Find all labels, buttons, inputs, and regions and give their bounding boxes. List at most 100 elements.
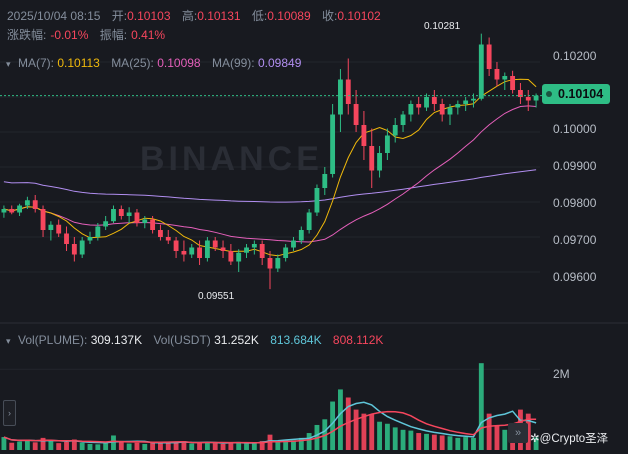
volume-bar bbox=[197, 442, 202, 450]
candle-body bbox=[314, 188, 320, 213]
volume-bar bbox=[338, 389, 343, 450]
candle-body bbox=[126, 212, 132, 216]
volume-bar bbox=[486, 413, 492, 450]
volume-bar bbox=[377, 421, 382, 450]
low-value: 0.10089 bbox=[267, 9, 311, 23]
volume-bar bbox=[24, 439, 30, 450]
volume-bar bbox=[400, 429, 406, 450]
candle-body bbox=[361, 125, 367, 146]
volume-bar bbox=[40, 437, 46, 450]
candle-body bbox=[478, 44, 484, 99]
price-tick: 0.10200 bbox=[553, 49, 597, 63]
candle-body bbox=[345, 79, 351, 104]
volume-bar bbox=[478, 363, 484, 450]
candle-body bbox=[228, 251, 234, 262]
candle-body bbox=[267, 258, 273, 269]
vol-ma-b-path bbox=[3, 410, 537, 444]
volume-bar bbox=[259, 441, 265, 450]
candle-body bbox=[142, 219, 148, 223]
candle-body bbox=[525, 97, 531, 101]
scroll-left-button[interactable]: › bbox=[3, 400, 16, 426]
candle-body bbox=[494, 69, 500, 80]
candle-body bbox=[134, 212, 140, 223]
candle-body bbox=[244, 247, 249, 253]
volume-bar bbox=[322, 419, 328, 450]
volume-bar bbox=[56, 443, 62, 450]
usdt-label: Vol(USDT) bbox=[153, 333, 211, 347]
volume-bar bbox=[291, 440, 296, 450]
ma99-line bbox=[3, 169, 537, 203]
price-tick: 0.09800 bbox=[553, 196, 597, 210]
usdt-value: 31.252K bbox=[214, 333, 259, 347]
volume-bar bbox=[455, 437, 461, 450]
candle-body bbox=[236, 252, 242, 262]
price-tick: 0.09600 bbox=[553, 270, 597, 284]
volume-bar bbox=[181, 441, 187, 450]
candle-body bbox=[111, 209, 116, 222]
volume-bar bbox=[95, 444, 101, 450]
volume-bar bbox=[525, 413, 531, 450]
volume-ma-lines bbox=[3, 401, 537, 444]
volume-tick: 2M bbox=[553, 367, 570, 381]
volume-bar bbox=[189, 443, 195, 450]
ma25-line bbox=[3, 105, 537, 243]
collapse-ma-icon[interactable]: ▾ bbox=[6, 59, 11, 69]
candle-body bbox=[471, 98, 476, 101]
volume-bar bbox=[204, 441, 210, 450]
volume-bar bbox=[142, 443, 148, 450]
ma99-label: MA(99): bbox=[211, 56, 255, 70]
price-tick: 0.10000 bbox=[553, 122, 597, 136]
collapse-vol-icon[interactable]: ▾ bbox=[6, 336, 11, 346]
close-label: 收: bbox=[322, 9, 338, 23]
volume-bar bbox=[447, 436, 453, 450]
scroll-right-button[interactable]: » bbox=[508, 423, 528, 443]
volume-bar bbox=[134, 442, 140, 450]
volume-bar bbox=[330, 401, 336, 450]
price-tick: 0.09900 bbox=[553, 159, 597, 173]
volume-bar bbox=[439, 435, 445, 450]
volume-bar bbox=[392, 427, 398, 450]
ma25-path bbox=[3, 105, 537, 243]
settings-icon: ✲ bbox=[530, 433, 540, 445]
candle-body bbox=[400, 114, 406, 125]
ma-legend: MA(7): 0.10113 MA(25): 0.10098 MA(99): 0… bbox=[18, 56, 301, 70]
volume-bar bbox=[220, 443, 226, 450]
candle-body bbox=[283, 247, 289, 258]
candle-body bbox=[518, 90, 523, 97]
amplitude-value: 0.41% bbox=[131, 28, 166, 42]
volume-bar bbox=[494, 425, 500, 450]
current-price: 0.10104 bbox=[558, 87, 604, 101]
candle-body bbox=[79, 240, 85, 255]
credit: ✲@Crypto圣泽 bbox=[530, 430, 608, 446]
candles bbox=[0, 33, 542, 290]
candle-body bbox=[455, 104, 461, 108]
price-tick: 0.09700 bbox=[553, 233, 597, 247]
volume-bar bbox=[384, 423, 390, 450]
volume-bar bbox=[9, 442, 15, 450]
candle-body bbox=[158, 230, 163, 237]
candle-body bbox=[384, 135, 390, 153]
change-value: -0.01% bbox=[50, 28, 89, 42]
candle-body bbox=[447, 107, 453, 115]
volume-bar bbox=[64, 441, 69, 450]
volume-bar bbox=[533, 437, 539, 450]
volume-bar bbox=[369, 414, 375, 450]
volume-bar bbox=[87, 443, 93, 450]
credit-text: @Crypto圣泽 bbox=[539, 433, 609, 445]
volume-bar bbox=[408, 430, 414, 450]
price-dot-icon bbox=[546, 91, 552, 97]
candle-body bbox=[330, 114, 336, 174]
candle-body bbox=[204, 240, 210, 258]
volume-bar bbox=[431, 434, 437, 450]
volume-bar bbox=[353, 409, 359, 450]
low-label: 低: bbox=[251, 9, 268, 23]
volume-bar bbox=[165, 443, 171, 450]
ohlc-row: 2025/10/04 08:15 开:0.10103 高:0.10131 低:0… bbox=[7, 9, 381, 23]
candle-body bbox=[40, 209, 46, 230]
candle-body bbox=[17, 205, 22, 213]
volume-bar bbox=[1, 437, 7, 450]
volume-bar bbox=[345, 397, 351, 450]
open-label: 开: bbox=[111, 9, 128, 23]
candle-body bbox=[64, 233, 69, 244]
